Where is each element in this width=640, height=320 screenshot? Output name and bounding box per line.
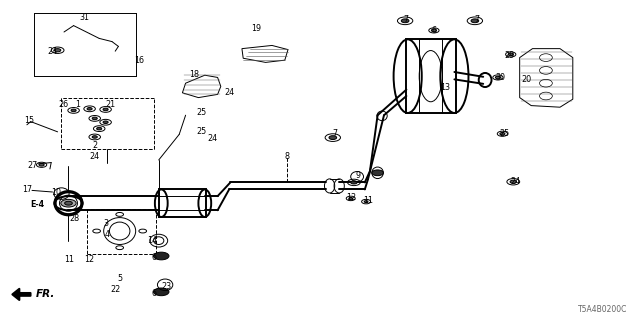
Circle shape xyxy=(103,121,108,124)
Bar xyxy=(406,39,456,113)
Circle shape xyxy=(431,29,436,32)
Circle shape xyxy=(471,19,479,23)
Text: 25: 25 xyxy=(499,129,509,138)
Text: 11: 11 xyxy=(64,255,74,264)
Text: 16: 16 xyxy=(134,56,145,65)
Text: 8: 8 xyxy=(284,152,289,161)
Text: FR.: FR. xyxy=(36,289,55,300)
Text: 29: 29 xyxy=(504,51,515,60)
Text: 6: 6 xyxy=(431,26,436,35)
Text: 24: 24 xyxy=(510,177,520,186)
Circle shape xyxy=(92,136,97,138)
Text: 20: 20 xyxy=(521,75,531,84)
Circle shape xyxy=(372,170,383,176)
Circle shape xyxy=(508,53,513,56)
Text: 7: 7 xyxy=(474,15,479,24)
Text: 26: 26 xyxy=(58,100,68,109)
Circle shape xyxy=(39,164,44,166)
Circle shape xyxy=(87,108,92,110)
Text: 12: 12 xyxy=(84,255,95,264)
Text: 6: 6 xyxy=(151,253,156,262)
Text: 24: 24 xyxy=(207,134,218,143)
Text: 2: 2 xyxy=(92,141,97,150)
Text: 4: 4 xyxy=(104,230,109,239)
Circle shape xyxy=(97,127,102,130)
Circle shape xyxy=(351,181,357,184)
Text: 30: 30 xyxy=(495,73,506,82)
Text: 1: 1 xyxy=(76,100,81,109)
Bar xyxy=(159,189,206,217)
Circle shape xyxy=(154,252,169,260)
Circle shape xyxy=(92,117,97,120)
Text: 24: 24 xyxy=(224,88,234,97)
Text: 21: 21 xyxy=(106,100,116,109)
Circle shape xyxy=(71,109,76,112)
Circle shape xyxy=(54,49,61,52)
Circle shape xyxy=(154,288,169,296)
Circle shape xyxy=(500,132,505,135)
Text: 15: 15 xyxy=(24,116,34,124)
Text: 7: 7 xyxy=(404,15,409,24)
Circle shape xyxy=(364,201,368,203)
Text: T5A4B0200C: T5A4B0200C xyxy=(578,305,627,314)
Text: 10: 10 xyxy=(51,188,61,197)
Text: E-4: E-4 xyxy=(30,200,44,209)
Text: 27: 27 xyxy=(27,161,37,170)
Text: 18: 18 xyxy=(189,70,200,79)
Text: 6: 6 xyxy=(151,289,156,298)
Text: 7: 7 xyxy=(333,129,338,138)
Text: 5: 5 xyxy=(118,274,123,283)
Text: 24: 24 xyxy=(47,47,58,56)
Circle shape xyxy=(510,180,516,183)
Circle shape xyxy=(103,108,108,111)
Text: 14: 14 xyxy=(147,236,157,245)
Circle shape xyxy=(495,76,500,79)
Circle shape xyxy=(349,197,353,199)
Text: 9: 9 xyxy=(356,171,361,180)
Circle shape xyxy=(61,199,76,207)
Text: 25: 25 xyxy=(196,127,207,136)
Text: 24: 24 xyxy=(90,152,100,161)
Text: 17: 17 xyxy=(22,185,33,194)
Text: 13: 13 xyxy=(440,83,450,92)
Text: 19: 19 xyxy=(251,24,261,33)
Text: 22: 22 xyxy=(110,285,120,294)
Text: 25: 25 xyxy=(196,108,207,117)
Text: 28: 28 xyxy=(69,214,79,223)
Text: 12: 12 xyxy=(346,193,356,202)
Circle shape xyxy=(65,201,72,205)
Text: 11: 11 xyxy=(363,196,373,205)
Circle shape xyxy=(329,136,337,140)
Text: 23: 23 xyxy=(161,282,172,291)
Text: 3: 3 xyxy=(103,219,108,228)
Text: 31: 31 xyxy=(79,13,90,22)
Circle shape xyxy=(401,19,409,23)
